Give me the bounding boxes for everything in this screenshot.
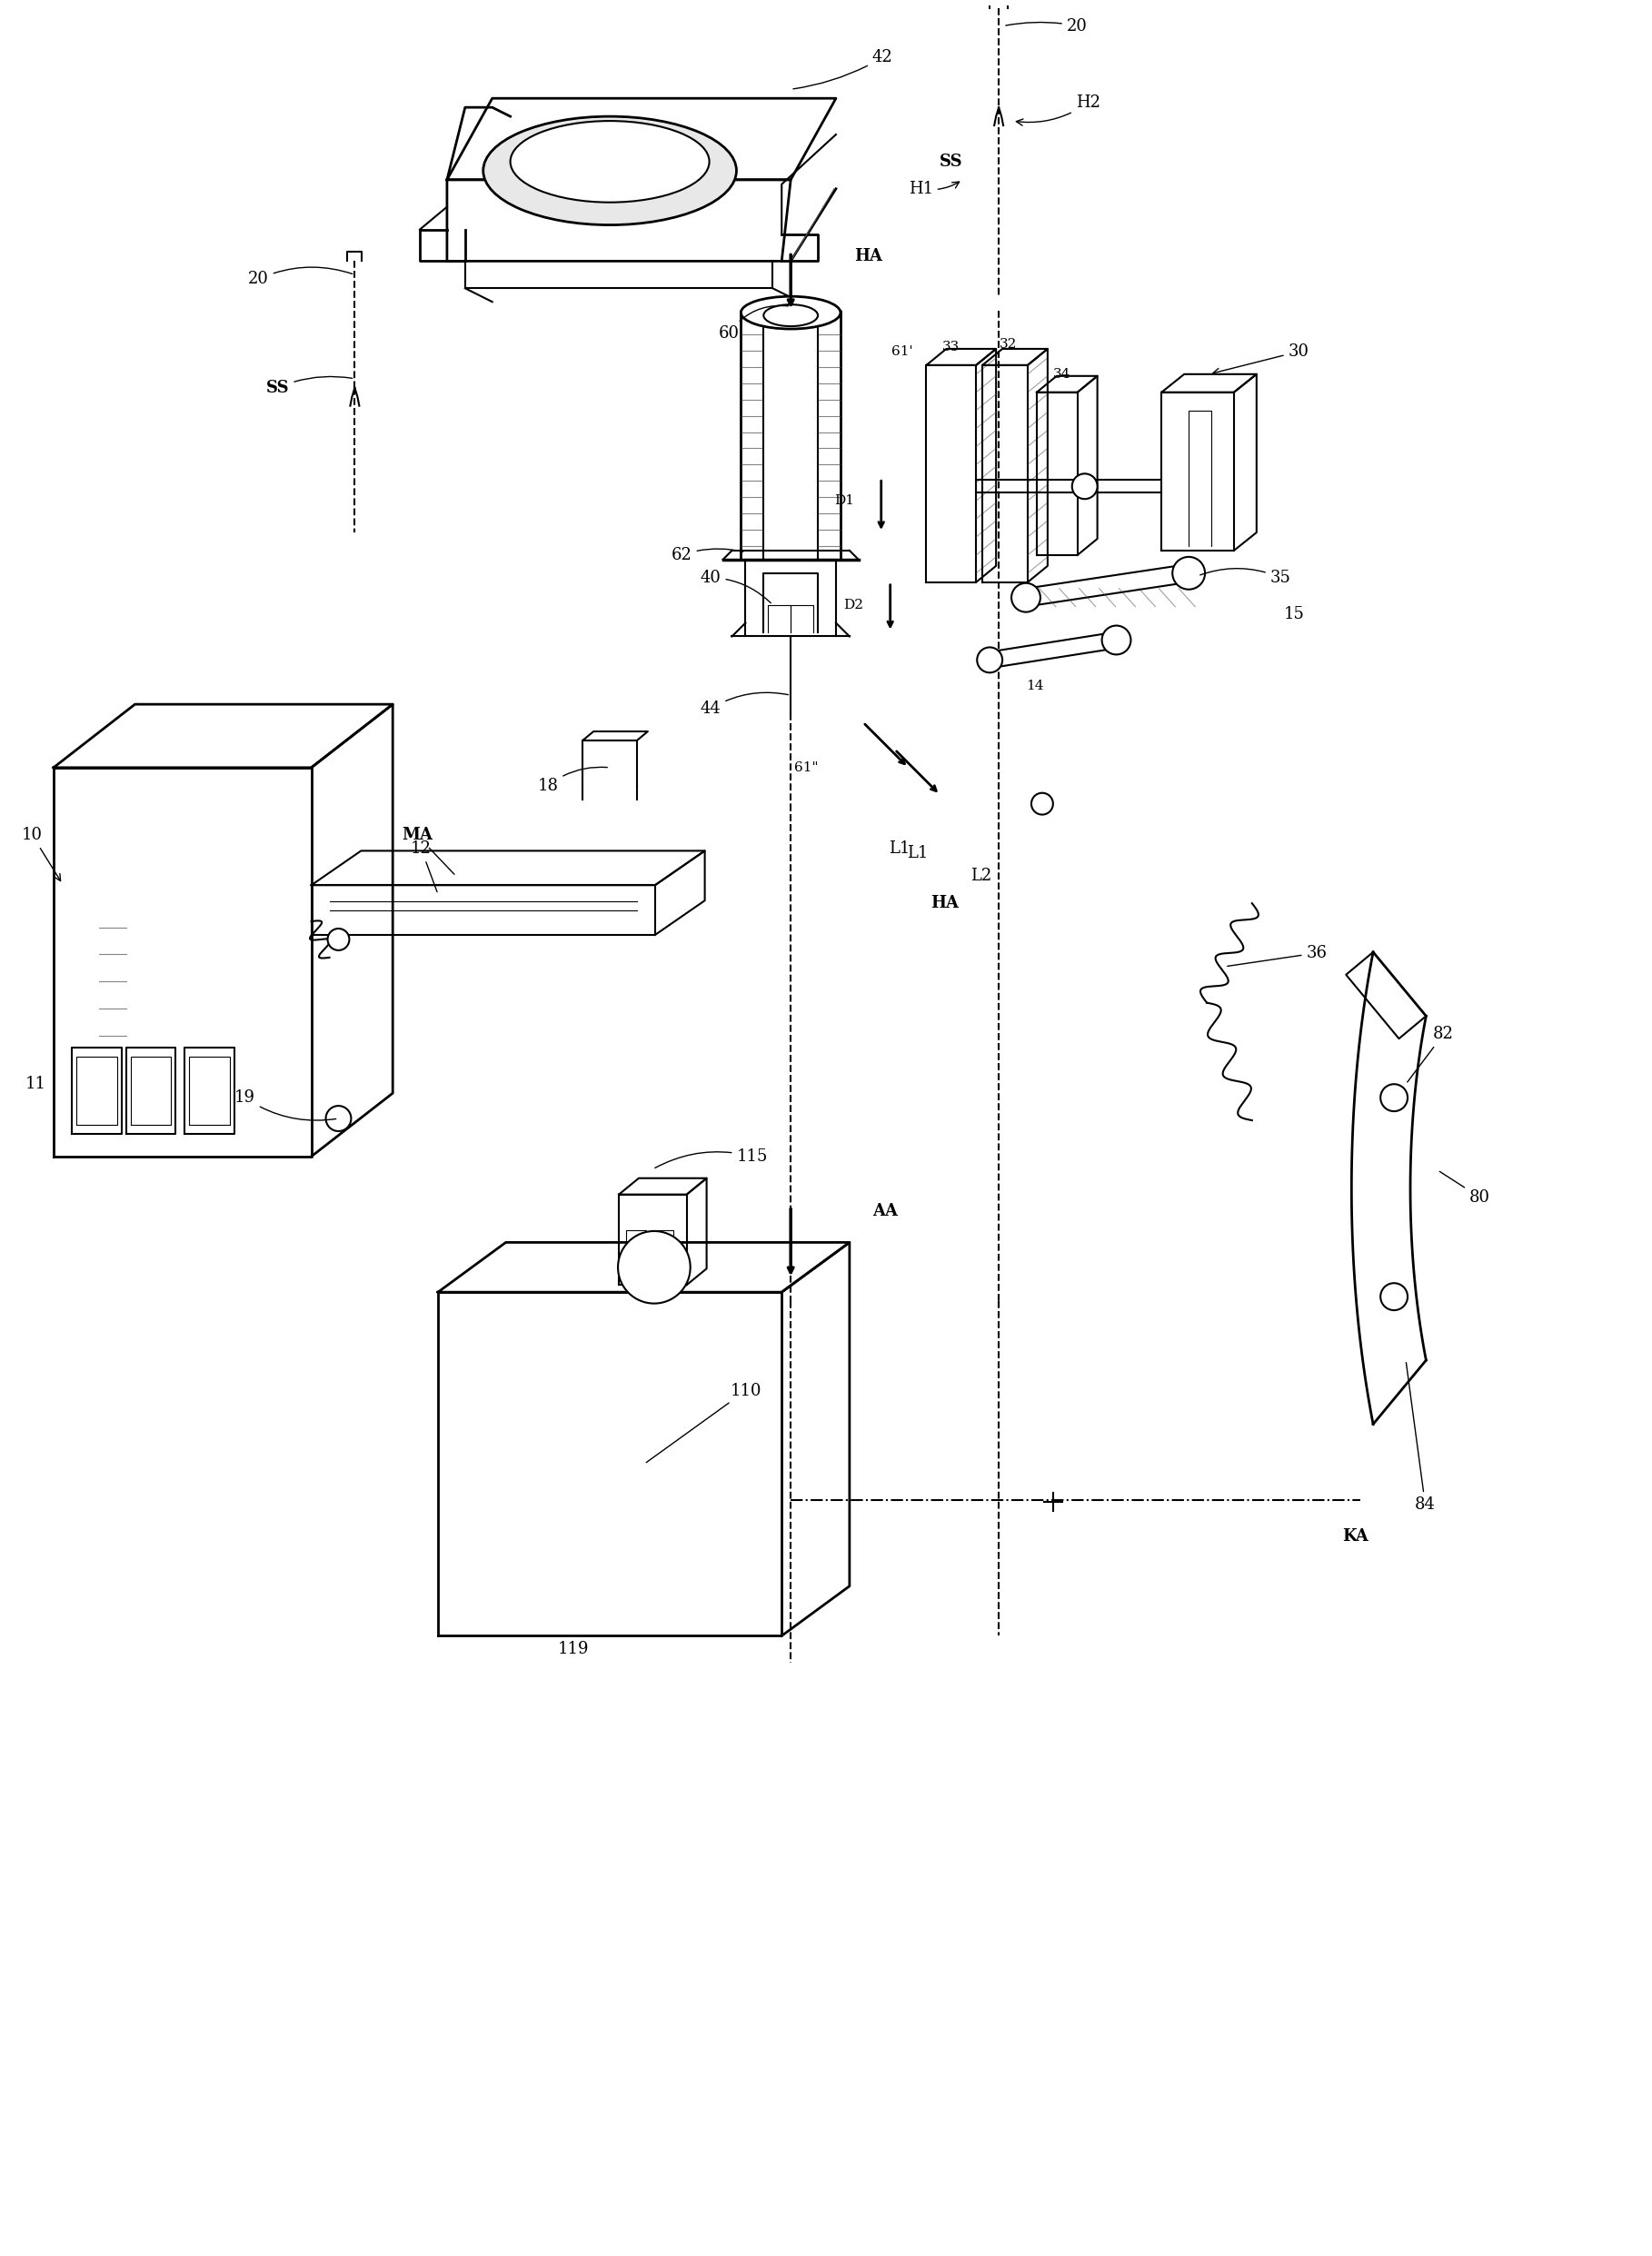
- Text: 33: 33: [942, 341, 960, 354]
- Text: 20: 20: [1006, 18, 1087, 34]
- Text: 11: 11: [25, 1076, 46, 1092]
- Text: 61': 61': [892, 345, 914, 359]
- Text: 36: 36: [1227, 945, 1327, 966]
- Text: SS: SS: [266, 377, 352, 395]
- Circle shape: [1381, 1284, 1408, 1311]
- Ellipse shape: [1173, 557, 1204, 589]
- Text: 15: 15: [1284, 605, 1305, 623]
- Text: 40: 40: [700, 569, 771, 602]
- Text: 14: 14: [1026, 679, 1044, 693]
- Text: MA: MA: [401, 828, 454, 875]
- Text: 82: 82: [1408, 1026, 1454, 1083]
- Text: 60: 60: [719, 305, 788, 341]
- Circle shape: [1031, 792, 1052, 814]
- Text: H1: H1: [909, 180, 960, 196]
- Text: 32: 32: [999, 338, 1016, 350]
- Circle shape: [618, 1232, 691, 1304]
- Text: 19: 19: [235, 1090, 335, 1121]
- Text: HA: HA: [930, 896, 958, 911]
- Text: 119: 119: [558, 1640, 590, 1658]
- Text: 62: 62: [671, 546, 743, 564]
- Ellipse shape: [763, 305, 818, 327]
- Text: 20: 20: [248, 266, 352, 287]
- Ellipse shape: [742, 296, 841, 329]
- Ellipse shape: [1102, 625, 1132, 654]
- Ellipse shape: [1011, 582, 1041, 611]
- Text: 42: 42: [793, 50, 892, 88]
- Text: H2: H2: [1016, 95, 1100, 126]
- Text: 110: 110: [646, 1383, 762, 1462]
- Text: D1: D1: [834, 494, 854, 508]
- Circle shape: [325, 1105, 352, 1130]
- Circle shape: [1381, 1085, 1408, 1112]
- Text: 61": 61": [793, 760, 818, 774]
- Text: 18: 18: [537, 767, 608, 794]
- Text: AA: AA: [872, 1202, 897, 1218]
- Text: 10: 10: [21, 828, 61, 880]
- Text: 80: 80: [1439, 1171, 1490, 1205]
- Text: L1: L1: [907, 846, 928, 862]
- Text: 44: 44: [700, 693, 788, 717]
- Text: 84: 84: [1406, 1363, 1436, 1514]
- Text: D2: D2: [843, 598, 862, 611]
- Text: 115: 115: [654, 1148, 768, 1169]
- Text: 12: 12: [411, 841, 438, 891]
- Text: 30: 30: [1213, 343, 1308, 374]
- Circle shape: [1072, 474, 1097, 499]
- Ellipse shape: [976, 647, 1003, 672]
- Circle shape: [327, 929, 349, 950]
- Text: KA: KA: [1343, 1527, 1370, 1545]
- Text: L2: L2: [970, 869, 991, 884]
- Ellipse shape: [482, 117, 737, 226]
- Text: L1: L1: [889, 841, 910, 857]
- Ellipse shape: [510, 122, 709, 203]
- Text: HA: HA: [854, 248, 882, 264]
- Text: 35: 35: [1199, 569, 1290, 587]
- Text: 34: 34: [1054, 368, 1070, 381]
- Text: SS: SS: [940, 153, 963, 169]
